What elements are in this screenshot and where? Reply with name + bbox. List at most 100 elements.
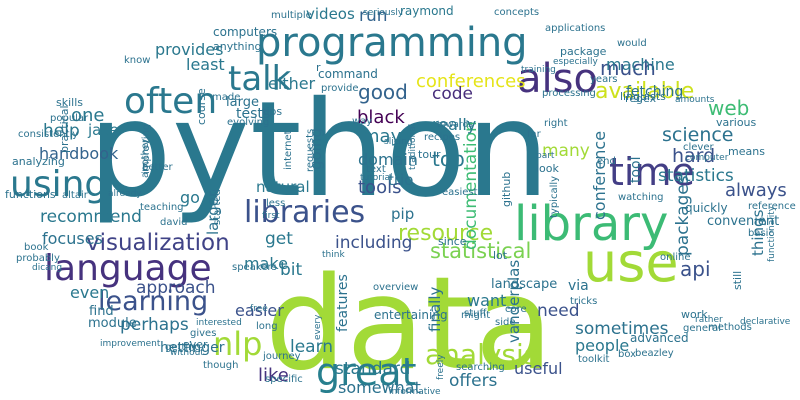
- word-code: code: [432, 84, 473, 104]
- word-somewhat: somewhat: [338, 378, 421, 397]
- word-long: long: [256, 321, 278, 332]
- word-often: often: [124, 81, 217, 122]
- word-things: things: [749, 209, 767, 256]
- word-far: far: [527, 129, 542, 140]
- word-package: package: [560, 45, 607, 58]
- word-recommend: recommend: [40, 207, 142, 227]
- word-evolving: evolving: [227, 117, 269, 128]
- word-run: run: [359, 6, 388, 26]
- word-landscape: landscape: [491, 277, 557, 292]
- word-concepts: concepts: [494, 7, 539, 18]
- word-requests: requests: [305, 129, 316, 172]
- word-standard: standard: [335, 359, 410, 379]
- word-dicang: dicang: [32, 263, 62, 273]
- word-raymond: raymond: [400, 4, 454, 18]
- word-help: help: [43, 121, 80, 141]
- word-clever: clever: [683, 142, 714, 153]
- word-gives: gives: [190, 328, 216, 339]
- word-lot: lot: [493, 249, 508, 262]
- word-started: started: [212, 189, 223, 225]
- word-look: look: [536, 162, 560, 175]
- word-github: github: [500, 172, 513, 207]
- word-libraries: libraries: [244, 195, 365, 230]
- word-practical: practical: [58, 105, 71, 153]
- word-less: less: [266, 198, 285, 209]
- word-ever: ever: [183, 338, 208, 351]
- word-like: like: [258, 365, 289, 386]
- word-conference: conference: [590, 131, 609, 220]
- word-amounts: amounts: [675, 95, 715, 105]
- word-computers: computers: [213, 25, 277, 39]
- word-make: make: [244, 254, 288, 273]
- word-processing: processing: [542, 88, 596, 99]
- word-analysis: analysis: [425, 338, 538, 371]
- word-right: right: [544, 118, 568, 129]
- word-need: need: [537, 301, 579, 321]
- word-including: including: [335, 233, 412, 253]
- word-watching: watching: [618, 192, 664, 203]
- word-nlp: nlp: [213, 325, 262, 363]
- word-improvement: improvement: [100, 339, 161, 349]
- word-sometimes: sometimes: [575, 319, 669, 339]
- word-module: module: [88, 316, 137, 331]
- word-focuses: focuses: [42, 229, 103, 248]
- word-every: every: [313, 314, 323, 340]
- word-want: want: [467, 291, 506, 310]
- word-basic: basic: [748, 228, 774, 239]
- word-regex: regex: [625, 92, 657, 105]
- word-learn: learn: [290, 337, 333, 357]
- word-always: always: [725, 180, 787, 201]
- word-statistical: statistical: [430, 239, 531, 263]
- word-various: various: [716, 116, 757, 129]
- word-free: free: [250, 304, 268, 314]
- word-work: work: [681, 308, 708, 321]
- word-convenient: convenient: [707, 214, 779, 229]
- word-much: much: [600, 56, 656, 80]
- word-applications: applications: [545, 23, 605, 34]
- word-interested: interested: [196, 318, 242, 328]
- word-teaching: teaching: [140, 202, 184, 213]
- word-stuff: stuff: [464, 308, 487, 319]
- word-great: great: [316, 350, 416, 394]
- word-made: made: [212, 92, 240, 103]
- word-language: language: [44, 248, 212, 289]
- word-general: general: [683, 323, 721, 334]
- word-toolkit: toolkit: [578, 354, 610, 365]
- word-features: features: [335, 274, 351, 332]
- word-searching: searching: [456, 362, 505, 373]
- word-typically: typically: [549, 176, 560, 218]
- word-via: via: [568, 278, 589, 294]
- word-tutorial: tutorial: [360, 173, 392, 183]
- word-side: side: [495, 317, 516, 328]
- word-visualization: visualization: [86, 230, 230, 256]
- word-quickly: quickly: [685, 201, 728, 215]
- word-without: without: [170, 348, 204, 358]
- word-getting: getting: [165, 342, 201, 353]
- word-offers: offers: [449, 371, 498, 391]
- word-domain: domain: [358, 150, 418, 169]
- word-informative: informative: [389, 387, 441, 397]
- word-going: going: [307, 128, 325, 170]
- word-python: python: [88, 73, 550, 227]
- word-available: available: [595, 79, 694, 104]
- word-tool: tool: [628, 156, 644, 183]
- word-way: way: [352, 116, 372, 127]
- word-online: online: [660, 252, 691, 263]
- word-science: science: [662, 124, 734, 146]
- word-vanderplas: vanderplas: [505, 260, 523, 343]
- word-internet: internet: [283, 130, 294, 170]
- word-resource: resource: [398, 221, 493, 246]
- word-black: black: [357, 107, 405, 128]
- word-popular: popular: [50, 113, 89, 124]
- word-larger: larger: [204, 190, 222, 235]
- word-functionality: functionality: [767, 205, 777, 262]
- word-declarative: declarative: [740, 317, 791, 327]
- word-tips: tips: [262, 105, 282, 118]
- word-methods: methods: [708, 322, 752, 333]
- word-bit: bit: [280, 260, 303, 280]
- word-one: one: [71, 105, 105, 126]
- word-approach: approach: [136, 278, 216, 298]
- word-already: already: [108, 189, 142, 199]
